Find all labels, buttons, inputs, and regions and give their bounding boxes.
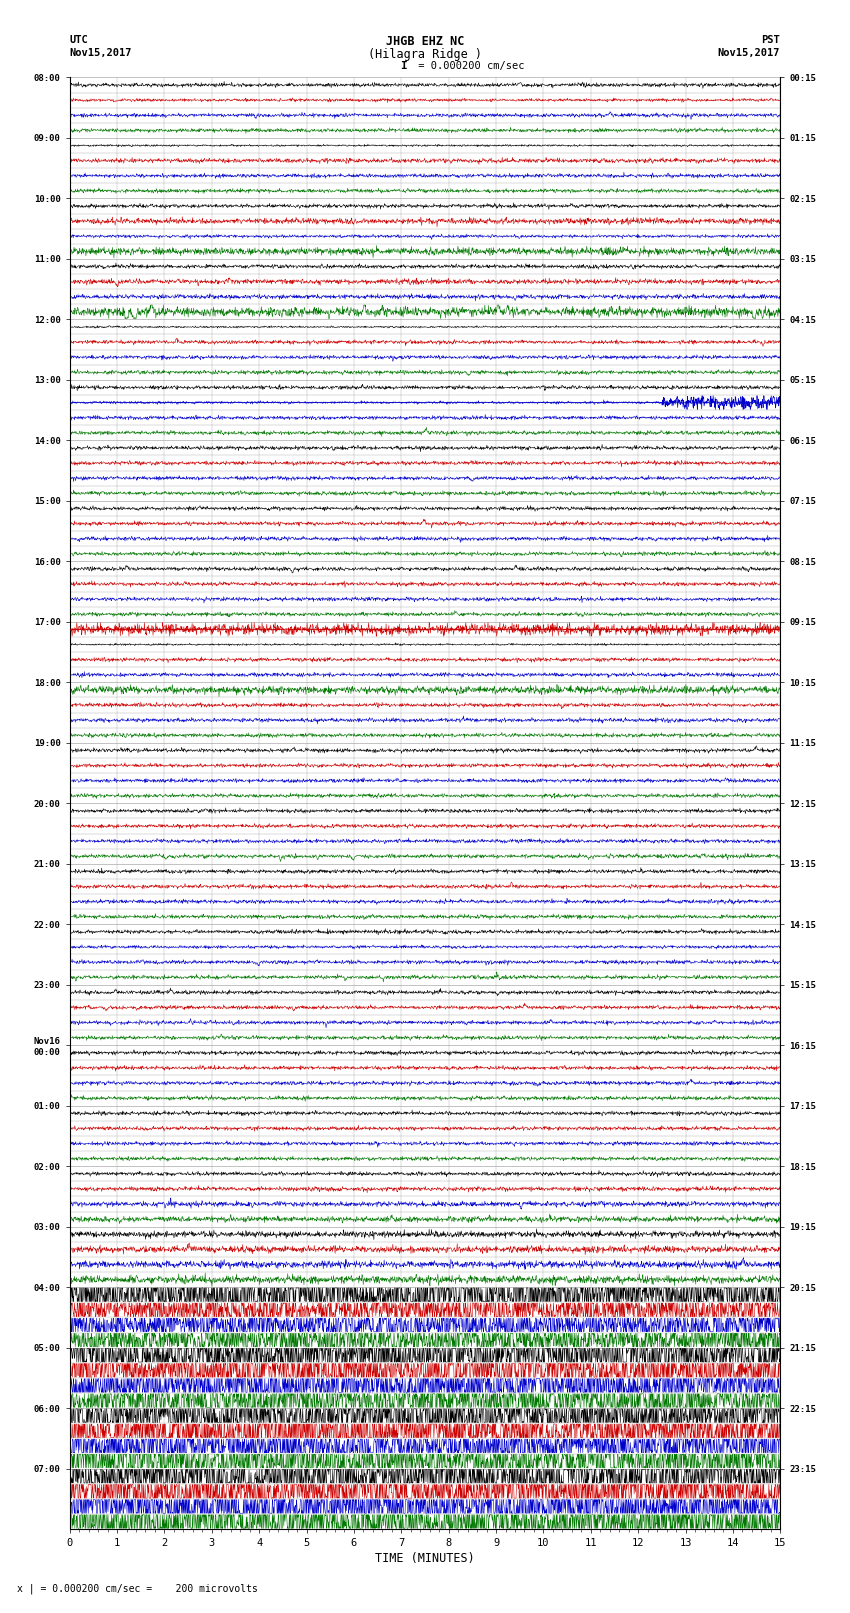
X-axis label: TIME (MINUTES): TIME (MINUTES) <box>375 1552 475 1565</box>
Text: Nov15,2017: Nov15,2017 <box>717 48 780 58</box>
Text: JHGB EHZ NC: JHGB EHZ NC <box>386 35 464 48</box>
Text: = 0.000200 cm/sec: = 0.000200 cm/sec <box>412 61 524 71</box>
Text: x | = 0.000200 cm/sec =    200 microvolts: x | = 0.000200 cm/sec = 200 microvolts <box>17 1582 258 1594</box>
Text: (Hilagra Ridge ): (Hilagra Ridge ) <box>368 48 482 61</box>
Text: I: I <box>400 61 407 71</box>
Text: PST: PST <box>762 35 780 45</box>
Text: UTC: UTC <box>70 35 88 45</box>
Text: Nov15,2017: Nov15,2017 <box>70 48 133 58</box>
